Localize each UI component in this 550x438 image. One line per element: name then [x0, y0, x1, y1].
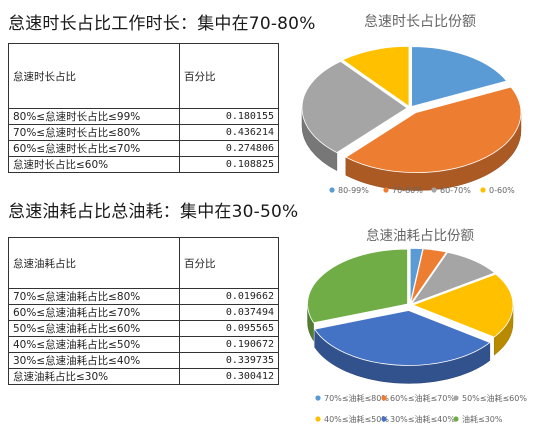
pie-slice-2	[410, 248, 448, 304]
legend-swatch	[383, 187, 389, 193]
legend-label: 0-60%	[489, 186, 515, 195]
legend-swatch	[431, 187, 437, 193]
range-cell: 怠速油耗占比≤30%	[8, 368, 180, 385]
value-cell: 0.108825	[179, 156, 279, 173]
header-cell: 百分比	[179, 43, 279, 109]
range-cell: 60%≤怠速油耗占比≤70%	[8, 304, 180, 321]
legend-label: 80-99%	[338, 186, 369, 195]
legend-swatch	[381, 395, 387, 401]
idle-fuel-table: 怠速油耗占比 百分比 70%≤怠速油耗占比≤80% 0.019662 60%≤怠…	[8, 237, 279, 385]
legend-swatch	[480, 187, 486, 193]
legend-label: 60-70%	[440, 186, 471, 195]
pie-slice-4	[411, 273, 514, 338]
legend-swatch	[315, 395, 321, 401]
legend-swatch	[315, 416, 321, 422]
table-row: 怠速油耗占比≤30% 0.300412	[8, 368, 279, 385]
legend-label: 30%≤油耗≤40%	[390, 414, 455, 424]
table-row: 50%≤怠速油耗占比≤60% 0.095565	[8, 320, 279, 337]
pie-slice-5	[313, 310, 491, 366]
legend-label: 60%≤油耗≤70%	[390, 393, 455, 403]
pie-slice-1	[411, 46, 508, 108]
legend-label: 油耗≤30%	[462, 414, 503, 424]
pie-chart-2: 怠速油耗占比份额 70%≤油耗≤80% 60%≤油耗≤70% 50%≤油耗≤60% 40…	[307, 228, 527, 424]
pie-slice-6	[307, 248, 408, 324]
pie-slice-3	[301, 60, 408, 154]
legend-swatch	[381, 416, 387, 422]
pie-slice-1	[409, 247, 424, 304]
legend-swatch	[453, 416, 459, 422]
legend-swatch	[329, 187, 335, 193]
legend-label: 70-80%	[392, 186, 423, 195]
legend-label: 50%≤油耗≤60%	[462, 393, 527, 403]
range-cell: 70%≤怠速时长占比≤80%	[8, 124, 180, 141]
table-row: 怠速时长占比≤60% 0.108825	[8, 156, 279, 173]
table-header-row: 怠速时长占比 百分比	[8, 43, 279, 109]
header-cell: 怠速油耗占比	[8, 237, 180, 289]
pie-chart-title: 怠速油耗占比份额	[366, 228, 474, 244]
pie-chart-1: 怠速时长占比份额 80-99% 70-80% 60-70% 0-60%	[301, 14, 522, 195]
section2-heading: 怠速油耗占比总油耗：集中在30-50%	[8, 202, 299, 222]
table-row: 60%≤怠速油耗占比≤70% 0.037494	[8, 304, 279, 321]
legend-swatch	[453, 395, 459, 401]
pie-slice-4	[341, 45, 410, 108]
pie-chart-title: 怠速时长占比份额	[364, 14, 476, 30]
idle-time-table: 怠速时长占比 百分比 80%≤怠速时长占比≤99% 0.180155 70%≤怠…	[8, 43, 279, 173]
table-row: 70%≤怠速油耗占比≤80% 0.019662	[8, 288, 279, 305]
pie-slice-2	[345, 86, 522, 173]
range-cell: 40%≤怠速油耗占比≤50%	[8, 336, 180, 353]
pie-slice-3	[410, 251, 496, 305]
legend-label: 70%≤油耗≤80%	[324, 393, 389, 403]
legend-label: 40%≤油耗≤50%	[324, 414, 389, 424]
section1-heading: 怠速时长占比工作时长：集中在70-80%	[8, 14, 316, 34]
value-cell: 0.300412	[179, 368, 279, 385]
range-cell: 怠速时长占比≤60%	[8, 156, 180, 173]
